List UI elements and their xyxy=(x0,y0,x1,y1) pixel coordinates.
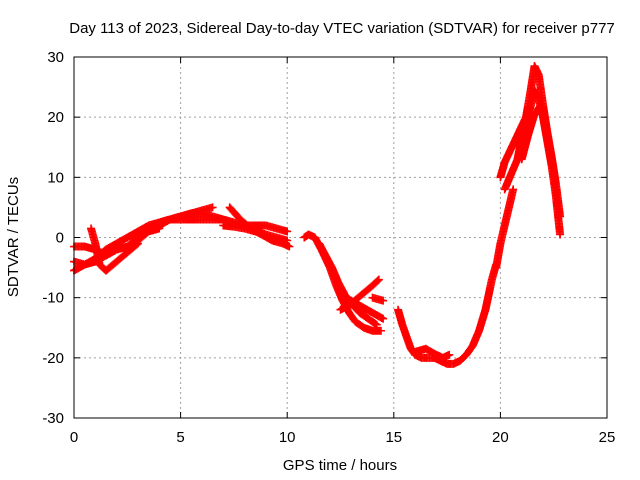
data-point xyxy=(373,276,382,285)
data-point xyxy=(208,203,217,212)
series-track-g xyxy=(219,221,292,245)
y-tick-label: 0 xyxy=(56,230,64,247)
series-track-l xyxy=(368,293,388,305)
x-tick-labels: 0 5 10 15 20 25 xyxy=(70,429,616,446)
data-point xyxy=(372,320,381,329)
x-tick-label: 5 xyxy=(176,429,184,446)
series-track-r xyxy=(517,101,550,164)
series-track-e xyxy=(155,209,292,236)
data-point xyxy=(374,275,383,284)
data-point xyxy=(371,319,380,328)
x-tick-label: 25 xyxy=(599,429,616,446)
x-tick-label: 10 xyxy=(279,429,296,446)
series-track-n xyxy=(411,344,454,362)
y-tick-label: 20 xyxy=(47,109,64,126)
y-axis-label: SDTVAR / TECUs xyxy=(5,177,22,297)
data-points xyxy=(70,62,565,368)
data-point xyxy=(556,212,565,221)
chart-title: Day 113 of 2023, Sidereal Day-to-day VTE… xyxy=(69,20,615,37)
y-tick-label: -10 xyxy=(42,290,64,307)
data-point xyxy=(285,242,294,251)
series-track-m xyxy=(394,260,501,368)
data-point xyxy=(379,314,388,323)
data-point xyxy=(541,119,550,128)
data-point xyxy=(283,236,292,245)
data-point xyxy=(379,296,388,305)
data-point xyxy=(556,230,565,239)
y-tick-label: 10 xyxy=(47,169,64,186)
x-tick-label: 20 xyxy=(492,429,509,446)
series-track-q xyxy=(500,62,565,221)
y-tick-label: -20 xyxy=(42,350,64,367)
data-point xyxy=(445,350,454,359)
x-axis-label: GPS time / hours xyxy=(283,457,397,474)
series-track-k xyxy=(338,293,388,323)
data-point xyxy=(377,326,386,335)
y-tick-label: 30 xyxy=(47,49,64,66)
data-point xyxy=(509,185,518,194)
series-track-c xyxy=(87,224,142,275)
x-tick-label: 15 xyxy=(385,429,402,446)
x-tick-label: 0 xyxy=(70,429,78,446)
y-tick-label: -30 xyxy=(42,410,64,427)
series-track-o xyxy=(492,185,518,272)
axis-ticks xyxy=(73,56,608,419)
data-point xyxy=(283,227,292,236)
y-tick-labels: -30 -20 -10 0 10 20 30 xyxy=(42,49,64,427)
